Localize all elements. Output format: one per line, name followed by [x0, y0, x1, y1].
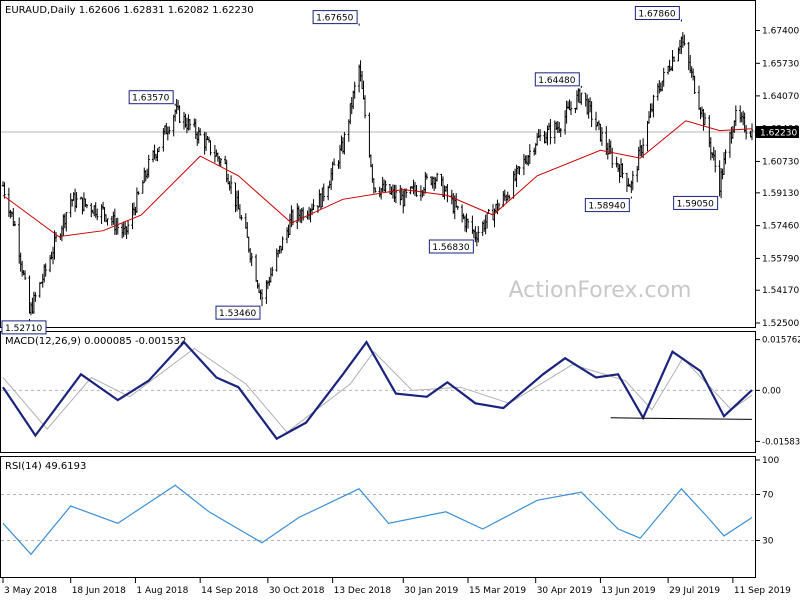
- rsi-y-tick-label: 70: [762, 491, 774, 501]
- price-y-tick-label: 1.67400: [762, 27, 799, 37]
- macd-y-tick-label: 0.00: [762, 386, 781, 396]
- x-tick-label: 29 Jul 2019: [669, 586, 720, 596]
- x-tick-label: 18 Jun 2018: [72, 586, 126, 596]
- x-tick-label: 11 Sep 2019: [734, 586, 791, 596]
- macd-signal-line: [2, 347, 753, 433]
- current-price-tag: [756, 126, 799, 139]
- rsi-y-tick-label: 30: [762, 537, 774, 547]
- price-y-tick-label: 1.57460: [762, 222, 799, 232]
- rsi-panel: [0, 456, 756, 578]
- annotation-label: 1.59050: [677, 199, 714, 209]
- price-annotations: 1.52710 1.63570 1.53460 1.67650 1.56830 1.644…: [1, 5, 721, 335]
- annotation-label: 1.56830: [432, 243, 469, 253]
- x-tick-label: 30 Oct 2018: [269, 586, 325, 596]
- rsi-y-tick-label: 100: [762, 456, 779, 466]
- annotation-label: 1.58940: [588, 202, 625, 212]
- annotation-label: 1.53460: [219, 309, 256, 319]
- annotation-box: [634, 5, 680, 20]
- x-tick-label: 30 Jan 2019: [404, 586, 458, 596]
- annotation-box: [534, 72, 580, 87]
- rsi-lines: [1, 484, 755, 556]
- x-axis: 3 May 2018 18 Jun 2018 1 Aug 2018 14 Sep 20…: [2, 578, 791, 596]
- current-price-label: 1.62230: [760, 129, 797, 139]
- x-tick-label: 1 Aug 2018: [136, 586, 188, 596]
- macd-main-line: [2, 340, 753, 441]
- annotation-label: 1.63570: [132, 94, 169, 104]
- price-y-tick-label: 1.60730: [762, 157, 799, 167]
- macd-panel: [0, 331, 756, 453]
- macd-header: MACD(12,26,9) 0.000085 -0.001532: [5, 336, 186, 347]
- price-y-tick-label: 1.59130: [762, 189, 799, 199]
- x-tick-label: 13 Dec 2018: [334, 586, 392, 596]
- annotation-box: [428, 239, 474, 254]
- moving-average-line: [2, 120, 753, 238]
- moving-average: [2, 120, 753, 238]
- rsi-header: RSI(14) 49.6193: [5, 461, 86, 472]
- x-tick-label: 15 Mar 2019: [469, 586, 526, 596]
- rsi-y-axis: 100 70 30: [755, 456, 779, 547]
- price-y-tick-label: 1.65730: [762, 59, 799, 69]
- annotation-label: 1.64480: [538, 76, 575, 86]
- rsi-line: [2, 484, 753, 556]
- annotation-label: 1.67860: [638, 9, 675, 19]
- x-tick-label: 30 Apr 2019: [537, 586, 593, 596]
- price-header: EURAUD,Daily 1.62606 1.62831 1.62082 1.6…: [5, 5, 254, 16]
- x-tick-label: 13 Jun 2019: [601, 586, 655, 596]
- macd-y-axis: 0.015762 0.00 -0.015834: [755, 336, 800, 447]
- watermark: ActionForex.com: [509, 278, 692, 303]
- x-tick-label: 14 Sep 2018: [201, 586, 258, 596]
- price-panel: [0, 0, 756, 328]
- price-y-tick-label: 1.64070: [762, 92, 799, 102]
- annotation-box: [1, 320, 47, 335]
- annotation-box: [215, 305, 261, 320]
- annotation-box: [584, 198, 630, 213]
- price-y-tick-label: 1.54170: [762, 286, 799, 296]
- price-y-axis: 1.674001.657301.640701.624001.607301.591…: [755, 27, 799, 329]
- macd-y-tick-label: 0.015762: [762, 336, 800, 346]
- macd-divergence-line: [610, 417, 753, 420]
- annotation-box: [312, 10, 358, 25]
- price-candles: [1, 32, 754, 316]
- annotation-label: 1.52710: [5, 324, 42, 334]
- price-y-tick-label: 1.52500: [762, 319, 799, 329]
- annotation-box: [128, 90, 174, 105]
- annotation-label: 1.67650: [316, 14, 353, 24]
- annotation-box: [673, 195, 719, 210]
- x-tick-label: 3 May 2018: [4, 586, 57, 596]
- price-y-tick-label: 1.55790: [762, 254, 799, 264]
- macd-lines: [1, 340, 755, 441]
- macd-y-tick-label: -0.015834: [762, 437, 800, 447]
